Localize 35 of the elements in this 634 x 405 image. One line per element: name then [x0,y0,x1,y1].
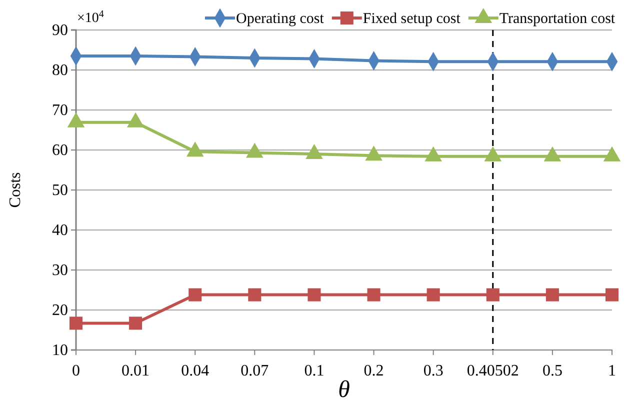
point [367,288,380,302]
x-tick-label: 0.01 [122,362,150,380]
point [486,288,500,302]
y-tick-label: 50 [52,182,68,200]
point [308,288,321,302]
y-tick-label: 80 [52,62,68,80]
x-tick-label: 0.07 [240,362,269,380]
point [248,288,262,302]
y-tick-label: 20 [52,302,68,320]
y-tick-label: 90 [52,22,68,40]
point [188,288,202,302]
legend-label: Transportation cost [499,11,616,27]
legend-label: Operating cost [236,11,325,27]
point [546,288,559,302]
y-tick-label: 60 [52,142,68,160]
x-tick-label: 1 [608,362,616,380]
y-tick-label: 30 [52,262,68,280]
x-tick-label: 0.1 [304,362,324,380]
point [69,316,83,330]
x-tick-label: 0.2 [364,362,384,380]
y-tick-label: 10 [52,342,68,360]
point [129,316,142,330]
legend-label: Fixed setup cost [362,11,462,27]
point [426,288,440,302]
y-tick-label: 70 [52,102,68,120]
x-tick-label: 0.40502 [466,362,519,380]
x-tick-label: 0.04 [181,362,210,380]
x-tick-label: 0.5 [542,362,562,380]
point [605,288,619,302]
x-axis-title: θ [338,377,350,403]
x-tick-label: 0.3 [423,362,444,380]
y-tick-label: 40 [52,222,68,240]
text: ×10$^{4}$ [77,8,104,26]
y-axis-title: Costs [7,172,24,208]
x-tick-label: 0 [72,362,80,380]
